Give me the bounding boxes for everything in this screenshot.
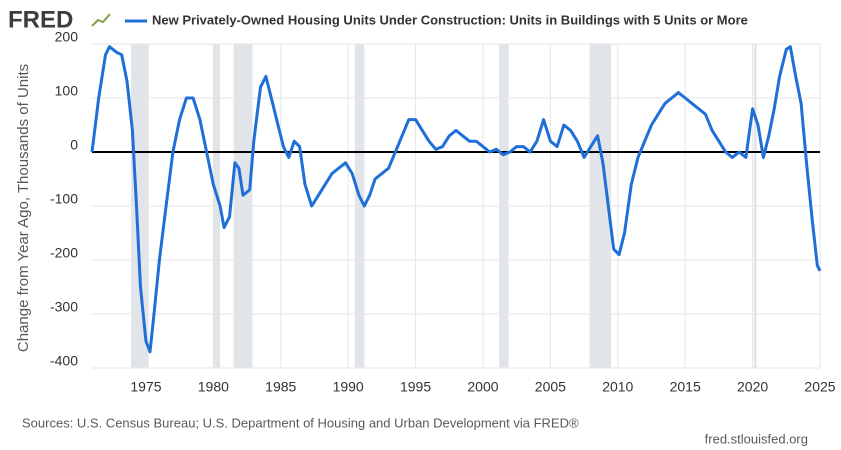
x-tick-label: 2005 [535,379,566,395]
x-tick-label: 1980 [198,379,229,395]
logo-icon [91,13,111,27]
logo: FRED [8,6,73,33]
x-tick-label: 2025 [804,379,835,395]
y-axis-label: Change from Year Ago, Thousands of Units [15,64,32,352]
x-tick-label: 2020 [737,379,768,395]
y-tick-label: 100 [55,83,79,99]
y-tick-label: 0 [70,137,78,153]
x-tick-label: 1975 [130,379,161,395]
x-tick-label: 1995 [400,379,431,395]
legend-label: New Privately-Owned Housing Units Under … [152,12,748,27]
y-tick-label: -400 [50,353,78,369]
y-tick-label: -300 [50,299,78,315]
x-tick-label: 2000 [467,379,498,395]
x-tick-label: 1990 [333,379,364,395]
y-tick-label: -200 [50,245,78,261]
y-tick-label: -100 [50,191,78,207]
series-line [90,45,822,354]
url: fred.stlouisfed.org [705,431,808,446]
x-tick-label: 2015 [670,379,701,395]
source: Sources: U.S. Census Bureau; U.S. Depart… [22,415,579,430]
x-tick-label: 2010 [602,379,633,395]
y-tick-label: 200 [55,29,79,45]
x-tick-label: 1985 [265,379,296,395]
